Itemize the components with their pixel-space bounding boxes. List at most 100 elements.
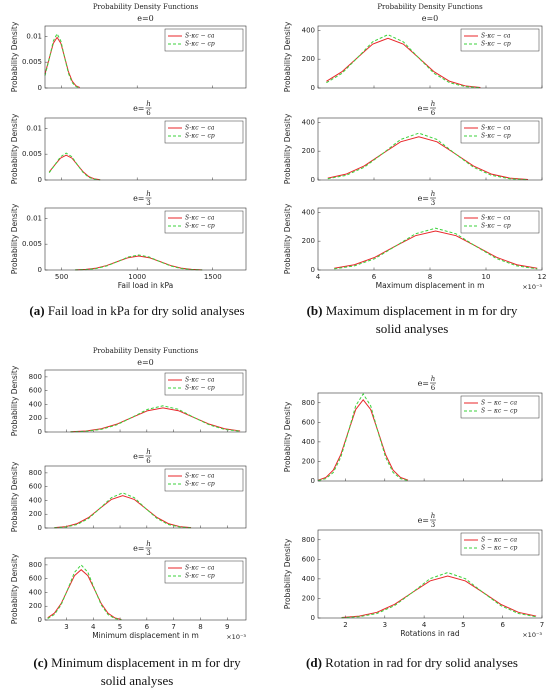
y-tick-label: 200 [29, 414, 42, 422]
y-axis-label: Probability Density [283, 538, 292, 609]
density-curve [75, 254, 203, 271]
y-tick-label: 800 [29, 373, 42, 381]
subplot-title: e= [418, 194, 429, 203]
figure-title: Probability Density Functions [93, 347, 199, 355]
density-curve [54, 492, 192, 529]
y-tick-label: 0.005 [22, 150, 42, 158]
y-tick-label: 0 [311, 84, 315, 92]
title-denominator: 3 [146, 199, 150, 207]
x-tick-label: 12 [538, 273, 547, 281]
caption: (a) Fail load in kPa for dry solid analy… [29, 303, 244, 318]
axes-frame [44, 25, 247, 89]
legend-box [164, 372, 244, 396]
y-tick-label: 600 [29, 387, 42, 395]
density-curve [70, 407, 241, 433]
subplot-title: e=0 [137, 14, 154, 23]
x-tick-label: 6 [500, 621, 505, 629]
legend-label: S-κc − ca [481, 33, 511, 40]
axes-frame [44, 557, 247, 621]
x-tick-label: 4 [91, 623, 96, 631]
legend-box [164, 468, 244, 492]
legend-box [164, 560, 244, 584]
legend-label: S-κc − cp [185, 573, 215, 580]
y-axis-label: Probability Density [10, 21, 19, 92]
caption-label: (b) [307, 303, 323, 318]
axes-frame [317, 207, 543, 271]
density-curve [327, 132, 529, 181]
caption-text: Minimum displacement in m for dry [51, 655, 241, 670]
legend-label: S-κc − cp [185, 385, 215, 392]
title-numerator: h [431, 100, 436, 108]
y-tick-label: 400 [29, 588, 42, 596]
caption: (b) Maximum displacement in m for dry [307, 303, 518, 318]
legend-box [164, 120, 244, 144]
density-curve [54, 495, 192, 529]
y-tick-label: 800 [302, 399, 315, 407]
y-tick-label: 400 [29, 496, 42, 504]
legend-label: S-κc − cp [481, 133, 511, 140]
y-tick-label: 0.005 [22, 240, 42, 248]
legend-box [460, 532, 540, 556]
y-tick-label: 0.005 [22, 58, 42, 66]
x-offset-label: ×10⁻³ [522, 631, 542, 639]
x-tick-label: 2 [343, 621, 347, 629]
legend-box [460, 28, 540, 52]
density-curve [326, 34, 481, 89]
density-curve [318, 399, 409, 481]
x-offset-label: ×10⁻³ [522, 283, 542, 291]
y-tick-label: 0 [38, 616, 42, 624]
subplot-title: e= [133, 194, 144, 203]
legend-label: S-κc − cp [185, 223, 215, 230]
legend-label: S-κc − cp [185, 41, 215, 48]
y-tick-label: 400 [302, 118, 315, 126]
caption: solid analyses [101, 673, 174, 688]
y-tick-label: 0 [38, 84, 42, 92]
y-tick-label: 0 [38, 176, 42, 184]
x-tick-label: 6 [145, 623, 150, 631]
axes-frame [317, 25, 543, 89]
y-tick-label: 800 [302, 536, 315, 544]
legend-label: S-κc − cp [185, 481, 215, 488]
x-tick-label: 7 [540, 621, 544, 629]
y-axis-label: Probability Density [10, 461, 19, 532]
y-axis-label: Probability Density [283, 401, 292, 472]
legend-box [164, 210, 244, 234]
legend-label: S − κc − ca [481, 400, 517, 407]
y-tick-label: 200 [302, 594, 315, 602]
x-tick-label: 10 [482, 273, 491, 281]
x-axis-label: Fail load in kPa [118, 281, 174, 290]
density-curve [48, 154, 101, 181]
density-curve [44, 32, 80, 89]
x-tick-label: 5 [461, 621, 465, 629]
density-curve [341, 575, 537, 619]
subplot-title: e=0 [422, 14, 439, 23]
y-tick-label: 800 [29, 561, 42, 569]
title-numerator: h [431, 512, 436, 520]
x-tick-label: 4 [316, 273, 321, 281]
axes-frame [44, 207, 247, 271]
title-numerator: h [146, 540, 151, 548]
y-axis-label: Probability Density [10, 365, 19, 436]
x-tick-label: 1500 [204, 273, 222, 281]
y-tick-label: 0 [38, 428, 42, 436]
x-tick-label: 5 [118, 623, 122, 631]
caption: solid analyses [376, 321, 449, 336]
axes-frame [317, 529, 543, 619]
title-denominator: 6 [431, 384, 436, 392]
y-tick-label: 200 [302, 457, 315, 465]
caption: (c) Minimum displacement in m for dry [33, 655, 241, 670]
subplot-title: e= [133, 544, 144, 553]
y-tick-label: 200 [29, 510, 42, 518]
axes-frame [317, 117, 543, 181]
title-denominator: 6 [146, 109, 151, 117]
density-curve [48, 152, 101, 181]
density-curve [318, 393, 409, 482]
title-numerator: h [146, 448, 151, 456]
legend-label: S − κc − ca [481, 537, 517, 544]
subplot-title: e= [418, 516, 429, 525]
y-tick-label: 400 [302, 438, 315, 446]
legend-box [460, 210, 540, 234]
legend-label: S-κc − ca [185, 473, 215, 480]
figure-title: Probability Density Functions [377, 3, 483, 11]
y-tick-label: 600 [29, 483, 42, 491]
